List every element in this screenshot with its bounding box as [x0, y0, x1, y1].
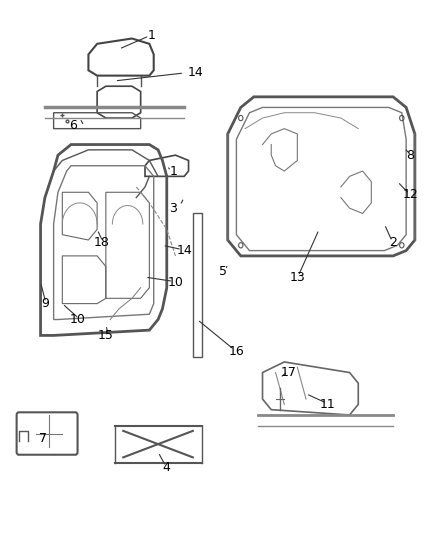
- Text: 7: 7: [39, 432, 47, 446]
- Text: 17: 17: [281, 366, 297, 379]
- Text: 12: 12: [403, 189, 418, 201]
- Text: 10: 10: [70, 313, 85, 326]
- Text: 14: 14: [187, 67, 203, 79]
- Text: 18: 18: [94, 236, 110, 249]
- Text: 16: 16: [229, 345, 244, 358]
- Text: 4: 4: [163, 462, 171, 474]
- Text: 3: 3: [170, 201, 177, 215]
- Text: 10: 10: [168, 276, 184, 289]
- Text: 5: 5: [219, 265, 227, 278]
- Text: 6: 6: [69, 119, 77, 133]
- Text: 9: 9: [41, 297, 49, 310]
- Text: 14: 14: [177, 244, 192, 257]
- Text: 2: 2: [389, 236, 397, 249]
- Text: 13: 13: [290, 271, 305, 284]
- Text: 8: 8: [406, 149, 414, 161]
- Text: 1: 1: [148, 29, 155, 42]
- Text: 11: 11: [320, 398, 336, 411]
- Text: 1: 1: [170, 165, 177, 177]
- Text: 15: 15: [98, 329, 114, 342]
